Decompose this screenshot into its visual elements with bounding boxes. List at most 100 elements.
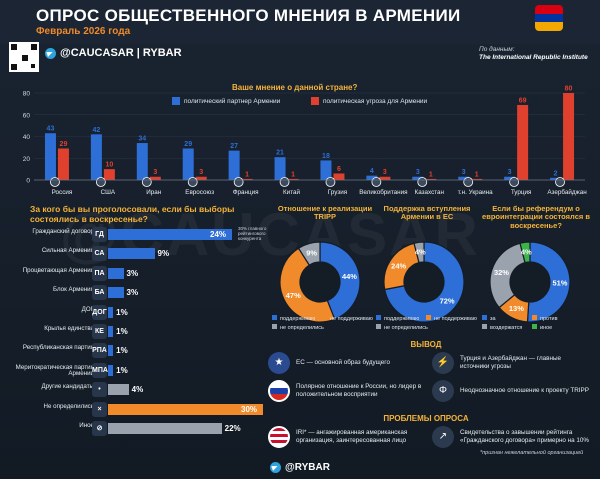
opinion-chart-title: Ваше мнение о данной стране? [232,83,358,92]
chart-up-icon: ↗ [432,426,454,448]
vote-bar [108,403,263,415]
legend-label: против [540,316,558,322]
vote-value-label: 24% [210,230,227,239]
telegram-icon [45,47,56,59]
legend-swatch [376,324,381,329]
source-note: По данным: The International Republic In… [479,46,588,62]
legend-label: поддерживаю [384,316,419,322]
donut-slice [519,241,531,264]
bar-partner [228,150,240,180]
vote-row: Гражданский договор ГД 24% [0,226,270,244]
source-name: The International Republic Institute [479,54,588,62]
donut-slice [526,241,571,323]
vote-value-label: 3% [126,268,139,278]
conclusion-text-threat: Турция и Азербайджан — главные источники… [460,355,561,370]
vote-row: Блок Армения БА 3% [0,284,270,302]
problem-item-iri: IRI* — ангажированная американская орган… [268,426,428,448]
conclusion-item-eu: ★ ЕС — основной образ будущего [268,352,418,374]
donut-hole [405,263,443,301]
bar-threat [149,176,161,180]
legend-label: не поддерживаю [434,316,477,322]
vote-bar [108,345,114,357]
legend-label: иное [540,325,552,331]
problem-item-rating: ↗ Свидетельства о завышении рейтинга «Гр… [432,426,590,448]
bar-partner [136,143,148,180]
vote-chart-title: За кого бы вы проголосовали, если бы выб… [30,204,235,224]
bar-partner [504,176,516,180]
vote-value-label: 1% [116,365,128,375]
bar-value-label: 1 [245,171,249,178]
vote-value-label: 1% [116,307,128,317]
vote-note: 30% главного рейтингового конкурента [238,226,267,241]
bar-partner [274,157,286,180]
legend-swatch [426,315,431,320]
telegram-icon [270,462,281,473]
donut-slice [319,241,361,320]
vote-bar [108,287,124,299]
bar-partner [44,133,56,180]
y-tick-label: 40 [23,134,31,141]
bar-value-label: 29 [60,141,68,148]
donut-hole [301,263,339,301]
party-logo-icon: ГД [92,227,107,242]
donut-slice [384,241,465,323]
y-tick-label: 60 [23,112,31,119]
bar-threat [103,169,115,180]
legend-partner: политический партнер Армении [172,97,280,105]
page-subtitle: Февраль 2026 года [36,26,131,37]
footer-handle[interactable]: @RYBAR [270,462,330,473]
vote-bar [108,364,114,376]
channel-handle[interactable]: @CAUCASAR | RYBAR [45,47,182,59]
vote-bar [108,384,129,396]
donut-value-label: 47% [286,291,301,300]
conclusion-item-tripp: Φ Неоднозначное отношение к проекту TRIP… [432,380,590,402]
bar-threat [517,104,529,180]
party-logo-icon: КЕ [92,324,107,339]
legend-swatch [482,324,487,329]
eu-stars-icon: ★ [268,352,290,374]
bar-value-label: 1 [291,171,295,178]
legend-swatch [532,324,537,329]
russia-flag-icon [268,380,290,402]
header-bar: ОПРОС ОБЩЕСТВЕННОГО МНЕНИЯ В АРМЕНИИ Фев… [0,0,600,44]
vote-value-label: 1% [116,346,128,356]
bar-value-label: 18 [322,153,330,160]
legend-threat-swatch [311,97,319,105]
vote-row-label: Иное [79,422,94,429]
bar-value-label: 10 [105,162,113,169]
problem-text-iri: IRI* — ангажированная американская орган… [296,429,408,444]
vote-row: Другие кандидаты • 4% [0,381,270,399]
bar-partner [458,176,470,180]
referendum-title: Если бы референдум о евроинтеграции сост… [482,204,590,230]
conclusion-text-tripp: Неоднозначное отношение к проекту TRIPP [460,387,589,395]
x-tick-label: Евросоюз [185,189,214,196]
party-logo-icon: ДОГ [92,304,107,320]
x-tick-label: т.н. Украина [458,189,493,196]
conclusion-item-russia: Полярное отношение к России, но лидер в … [268,380,428,402]
donut-value-label: 32% [494,268,509,277]
vote-row-label: Блок Армения [52,286,94,294]
vote-bar [108,306,114,318]
bar-value-label: 27 [230,143,238,150]
bar-value-label: 3 [153,169,157,176]
vote-value-label: 3% [126,288,139,298]
qr-code-icon[interactable] [9,42,39,72]
vote-row-label: ДОГ [81,305,94,313]
bar-threat [379,176,391,180]
legend-swatch [272,315,277,320]
party-logo-icon: • [92,382,107,398]
legend-swatch [322,315,327,320]
bar-value-label: 43 [47,126,55,133]
legend-label: за [490,316,497,322]
donut-value-label: 24% [391,261,406,270]
bar-value-label: 3 [199,169,203,176]
legend-swatch [376,315,381,320]
vote-row-label: Не определились [43,402,94,410]
phi-icon: Φ [432,380,454,402]
vote-row-label: Процветающая Армения [22,266,94,274]
bar-threat [471,178,483,180]
bar-value-label: 1 [475,171,479,178]
vote-row: Процветающая Армения ПА 3% [0,265,270,283]
bar-threat [241,178,253,180]
